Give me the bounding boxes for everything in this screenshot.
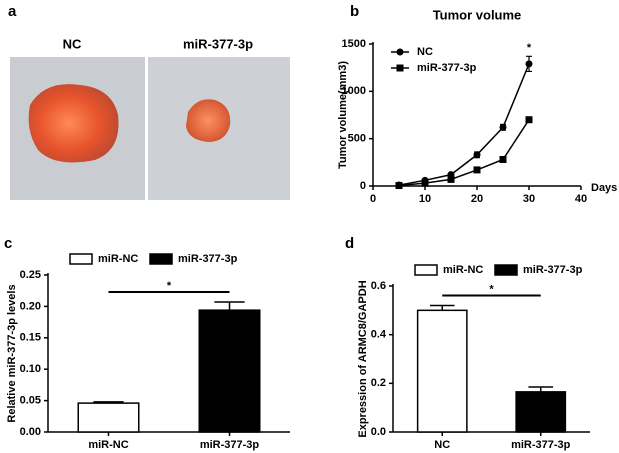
tumor xyxy=(186,99,231,142)
y-tick-label: 1000 xyxy=(342,85,366,97)
series-line xyxy=(398,63,530,186)
y-tick-label: 0.10 xyxy=(20,363,41,375)
legend-swatch xyxy=(414,264,438,276)
legend-label: miR-377-3p xyxy=(523,264,583,276)
legend-label: miR-377-3p xyxy=(178,253,238,265)
legend-marker xyxy=(396,64,404,72)
y-tick-label: 0.05 xyxy=(20,395,41,407)
chart-title: Tumor volume xyxy=(433,7,522,22)
marker xyxy=(499,155,507,163)
legend-label: NC xyxy=(417,46,433,58)
y-tick-label: 0.2 xyxy=(371,377,386,389)
x-tick-label: 20 xyxy=(471,193,483,205)
y-tick-label: 0.15 xyxy=(20,332,41,344)
bar xyxy=(77,402,140,433)
y-tick-label: 1500 xyxy=(342,38,366,50)
legend-label: miR-NC xyxy=(443,264,483,276)
y-axis-title: Relative miR-377-3p levels xyxy=(6,284,18,422)
series-line xyxy=(398,119,530,187)
y-axis-title: Tumor volume(mm3) xyxy=(337,61,349,169)
error-bar xyxy=(429,304,455,311)
tumor xyxy=(28,84,119,163)
marker xyxy=(473,151,481,159)
x-tick-label: 30 xyxy=(523,193,535,205)
annotation: * xyxy=(167,280,172,292)
legend-label: miR-377-3p xyxy=(417,62,477,74)
panel-label: b xyxy=(350,3,359,20)
x-tick-label: 10 xyxy=(419,193,431,205)
legend-swatch xyxy=(149,253,173,265)
y-tick-label: 0.20 xyxy=(20,300,41,312)
y-tick-label: 0.6 xyxy=(371,280,386,292)
marker xyxy=(499,123,507,131)
marker xyxy=(473,166,481,174)
annotation: * xyxy=(527,42,532,54)
x-tick-label: miR-NC xyxy=(88,439,128,451)
error-bar xyxy=(214,301,245,311)
error-bar xyxy=(528,386,554,392)
x-axis-title: Days xyxy=(591,182,617,194)
legend-marker xyxy=(396,48,404,56)
x-tick-label: 0 xyxy=(370,193,376,205)
marker xyxy=(447,175,455,183)
panel-label: c xyxy=(4,235,12,252)
panel-label: d xyxy=(345,235,354,252)
marker xyxy=(525,60,533,68)
x-tick-label: NC xyxy=(434,439,450,451)
y-tick-label: 0 xyxy=(360,180,366,192)
bar xyxy=(416,309,468,433)
y-axis-title: Expression of ARMC8/GAPDH xyxy=(357,280,369,437)
marker xyxy=(421,179,429,187)
marker xyxy=(395,182,403,190)
legend-swatch xyxy=(494,264,518,276)
x-tick-label: miR-377-3p xyxy=(200,439,260,451)
y-tick-label: 0.00 xyxy=(20,426,41,438)
y-tick-label: 0.4 xyxy=(371,329,387,341)
marker xyxy=(525,116,533,124)
y-tick-label: 0.25 xyxy=(20,269,41,281)
bar xyxy=(198,309,261,433)
photo-label: NC xyxy=(63,36,82,51)
legend-swatch xyxy=(69,253,93,265)
x-tick-label: miR-377-3p xyxy=(511,439,571,451)
y-tick-label: 0.0 xyxy=(371,426,386,438)
annotation: * xyxy=(489,283,494,295)
photo-label: miR-377-3p xyxy=(183,36,253,51)
panel-label: a xyxy=(8,3,17,20)
y-tick-label: 500 xyxy=(348,133,366,145)
legend-label: miR-NC xyxy=(98,253,138,265)
x-tick-label: 40 xyxy=(575,193,587,205)
bar xyxy=(515,391,567,433)
